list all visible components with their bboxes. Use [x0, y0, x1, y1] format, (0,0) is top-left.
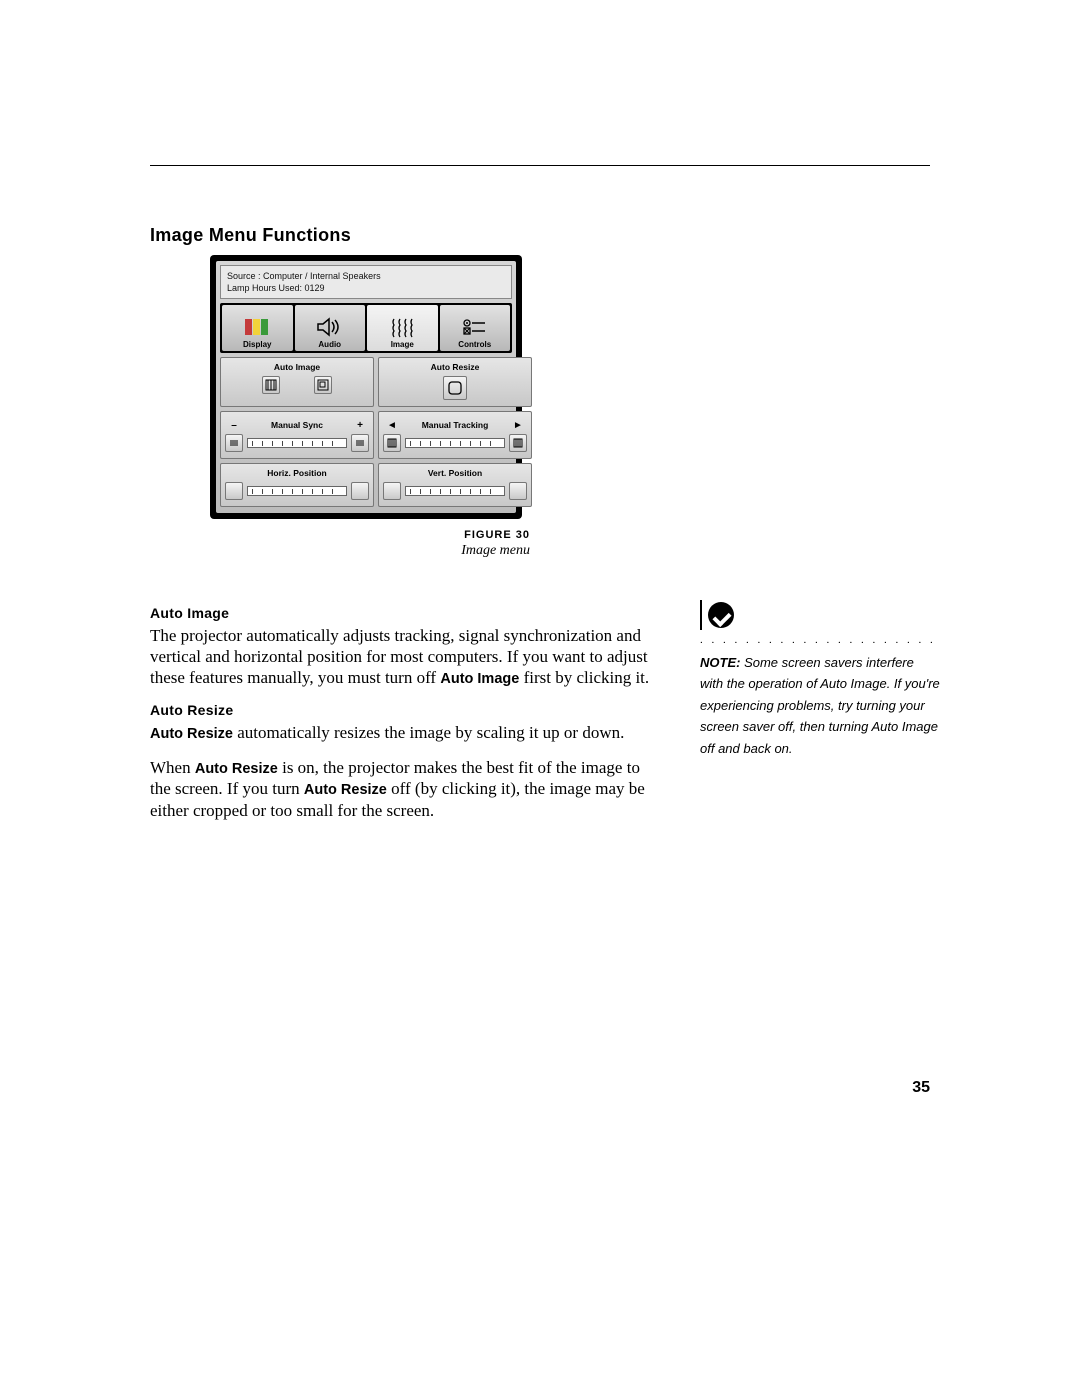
horiz-right[interactable]	[351, 482, 369, 500]
figure-image-menu: Source : Computer / Internal Speakers La…	[210, 255, 530, 559]
p1bold: Auto Image	[440, 671, 519, 687]
vert-up[interactable]	[509, 482, 527, 500]
page-title: Image Menu Functions	[150, 225, 351, 246]
cell-manual-sync-title: Manual Sync	[271, 420, 323, 430]
auto-image-btn-b[interactable]	[314, 376, 332, 394]
tab-audio-label: Audio	[318, 340, 341, 349]
track-right-label: ►	[509, 416, 527, 434]
heading-auto-resize: Auto Resize	[150, 702, 650, 720]
track-left-label: ◄	[383, 416, 401, 434]
status-lamp: Lamp Hours Used: 0129	[227, 282, 505, 294]
sync-slider[interactable]	[247, 438, 347, 448]
p1b: first by clicking it.	[519, 668, 649, 687]
top-rule	[150, 165, 930, 166]
track-slider[interactable]	[405, 438, 505, 448]
sync-minus[interactable]	[225, 434, 243, 452]
audio-icon	[313, 314, 347, 340]
sync-plus-label: +	[351, 416, 369, 434]
check-circle-icon	[708, 602, 734, 628]
page-number: 35	[912, 1079, 930, 1097]
cell-manual-sync: – Manual Sync +	[220, 411, 374, 459]
cell-auto-resize-title: Auto Resize	[431, 362, 480, 372]
body-column: Auto Image The projector automatically a…	[150, 605, 650, 835]
sync-plus[interactable]	[351, 434, 369, 452]
cell-horiz-title: Horiz. Position	[267, 468, 327, 478]
para-auto-image: The projector automatically adjusts trac…	[150, 625, 650, 689]
vert-slider[interactable]	[405, 486, 505, 496]
figure-label: FIGURE 30	[210, 529, 530, 541]
ar2b2: Auto Resize	[304, 782, 387, 798]
cell-auto-image[interactable]: Auto Image	[220, 357, 374, 407]
note-icon-row	[700, 600, 940, 630]
para-auto-resize-1: Auto Resize automatically resizes the im…	[150, 722, 650, 743]
tab-controls[interactable]: Controls	[440, 305, 511, 351]
osd-frame: Source : Computer / Internal Speakers La…	[210, 255, 522, 519]
ar1bold: Auto Resize	[150, 726, 233, 742]
cell-manual-tracking: ◄ Manual Tracking ►	[378, 411, 532, 459]
para-auto-resize-2: When Auto Resize is on, the projector ma…	[150, 757, 650, 821]
tab-display[interactable]: Display	[222, 305, 293, 351]
track-left[interactable]	[383, 434, 401, 452]
tab-display-label: Display	[243, 340, 271, 349]
sync-minus-label: –	[225, 416, 243, 434]
horiz-left[interactable]	[225, 482, 243, 500]
image-icon	[385, 314, 419, 340]
note-body: Some screen savers interfere with the op…	[700, 655, 940, 756]
tab-image[interactable]: Image	[367, 305, 438, 351]
tab-row: Display Audio Image	[220, 303, 512, 353]
cell-auto-resize[interactable]: Auto Resize	[378, 357, 532, 407]
ar2a: When	[150, 758, 195, 777]
note-bar-icon	[700, 600, 702, 630]
auto-resize-btn[interactable]	[443, 376, 467, 400]
options-grid: Auto Image Auto Resize –	[220, 357, 512, 507]
horiz-slider[interactable]	[247, 486, 347, 496]
note-dots: . . . . . . . . . . . . . . . . . . . . …	[700, 634, 940, 646]
ar1a: automatically resizes the image by scali…	[233, 723, 624, 742]
display-icon	[240, 314, 274, 340]
controls-icon	[458, 314, 492, 340]
cell-vert-position: Vert. Position	[378, 463, 532, 507]
tab-audio[interactable]: Audio	[295, 305, 366, 351]
tab-controls-label: Controls	[458, 340, 491, 349]
cell-auto-image-title: Auto Image	[274, 362, 320, 372]
cell-manual-tracking-title: Manual Tracking	[422, 420, 489, 430]
track-right[interactable]	[509, 434, 527, 452]
cell-vert-title: Vert. Position	[428, 468, 482, 478]
margin-note: . . . . . . . . . . . . . . . . . . . . …	[700, 600, 940, 759]
osd-panel: Source : Computer / Internal Speakers La…	[216, 261, 516, 513]
ar2b1: Auto Resize	[195, 761, 278, 777]
figure-caption: FIGURE 30 Image menu	[210, 529, 530, 559]
tab-image-label: Image	[391, 340, 414, 349]
figure-desc: Image menu	[210, 543, 530, 559]
note-label: NOTE:	[700, 655, 740, 670]
note-text: NOTE: Some screen savers interfere with …	[700, 652, 940, 759]
status-box: Source : Computer / Internal Speakers La…	[220, 265, 512, 299]
auto-image-btn-a[interactable]	[262, 376, 280, 394]
cell-horiz-position: Horiz. Position	[220, 463, 374, 507]
heading-auto-image: Auto Image	[150, 605, 650, 623]
status-source: Source : Computer / Internal Speakers	[227, 270, 505, 282]
page: Image Menu Functions Source : Computer /…	[0, 0, 1080, 1397]
vert-down[interactable]	[383, 482, 401, 500]
